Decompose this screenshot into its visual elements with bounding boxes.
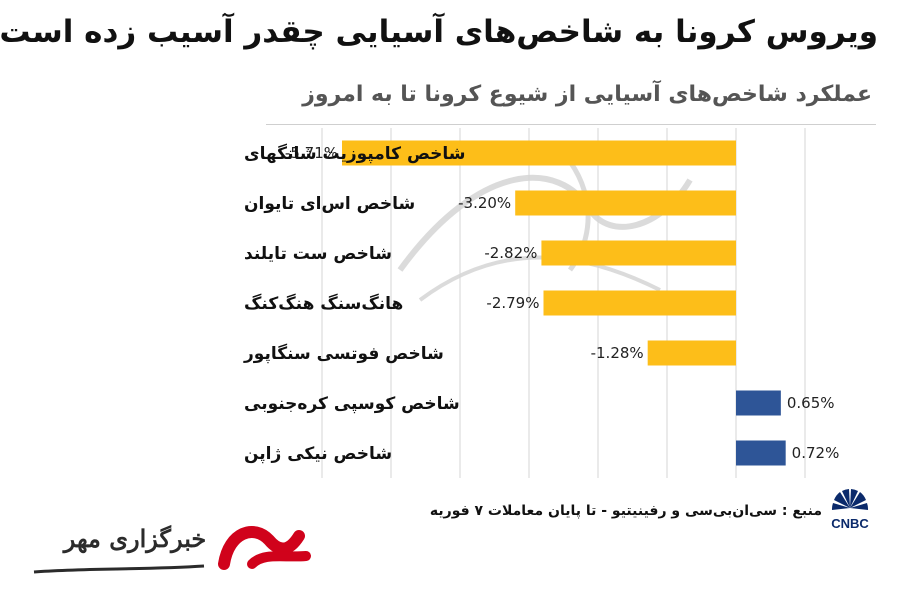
bar-value-label: -1.28% — [591, 344, 644, 362]
bar-value-label: -5.71% — [285, 144, 338, 162]
category-label: هانگ‌سنگ هنگ‌کنگ — [244, 293, 403, 314]
mehr-logo-text: خبرگزاری مهر — [63, 524, 207, 553]
bar-value-label: 0.65% — [787, 394, 835, 412]
bar — [543, 290, 736, 316]
bar-value-label: 0.72% — [792, 444, 840, 462]
mehr-logo-icon — [33, 526, 311, 574]
bar-value-label: -2.79% — [486, 294, 539, 312]
category-label: شاخص ست تایلند — [244, 244, 392, 264]
bar — [736, 440, 786, 466]
bar-value-label: -2.82% — [484, 244, 537, 262]
bar — [647, 340, 736, 366]
cnbc-logo-text: CNBC — [831, 516, 869, 531]
category-label: شاخص فوتسی سنگاپور — [243, 343, 444, 364]
bar — [736, 390, 781, 416]
bar-value-label: -3.20% — [458, 194, 511, 212]
category-label: شاخص اس‌ای تایوان — [244, 194, 415, 214]
chart-title: ویروس کرونا به شاخص‌های آسیایی چقدر آسیب… — [0, 14, 878, 50]
subtitle-divider — [266, 124, 876, 125]
category-label: شاخص نیکی ژاپن — [244, 444, 392, 464]
source-note: منبع : سی‌ان‌بی‌سی و رفینیتیو - تا پایان… — [429, 503, 822, 519]
bar — [541, 240, 736, 266]
bar — [515, 190, 736, 216]
cnbc-peacock-icon — [831, 489, 869, 510]
chart-subtitle: عملکرد شاخص‌های آسیایی از شیوع کرونا تا … — [302, 82, 872, 107]
bar — [342, 140, 736, 166]
category-label: شاخص کوسپی کره‌جنوبی — [244, 394, 460, 414]
category-label: شاخص کامپوزیت شانگهای — [244, 143, 466, 164]
